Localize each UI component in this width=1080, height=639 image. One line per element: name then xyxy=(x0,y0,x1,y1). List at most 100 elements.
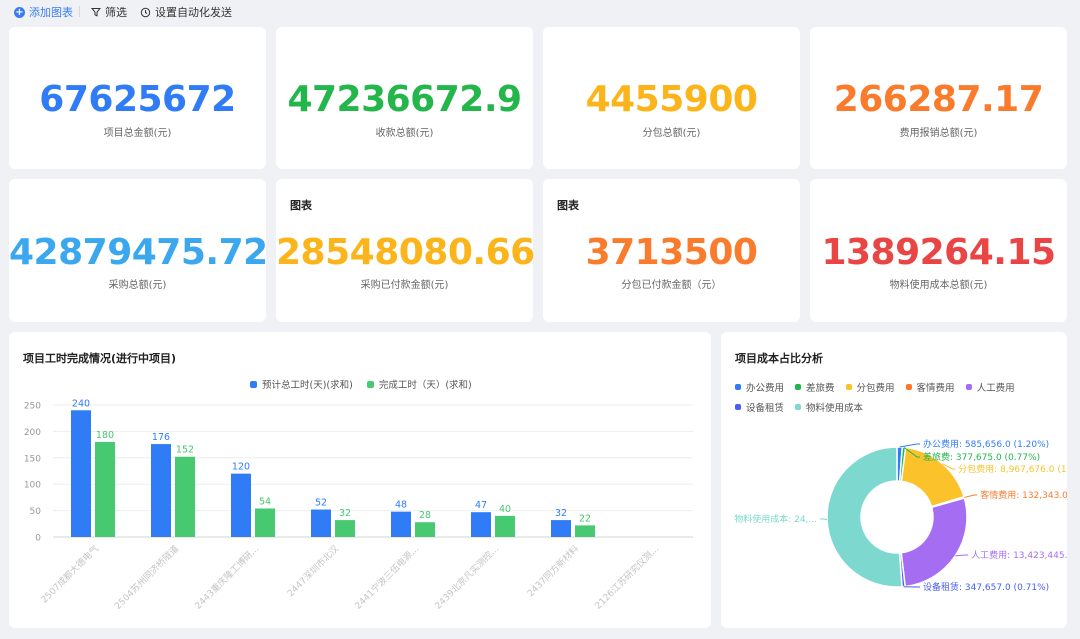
x-tick-label: 2443重庆隆工博研... xyxy=(192,543,261,612)
legend-label: 客情费用 xyxy=(916,383,955,394)
panel-title: 项目工时完成情况(进行中项目) xyxy=(23,352,177,365)
bar-value-label: 176 xyxy=(152,432,170,443)
pie-legend-item[interactable]: 差旅费 xyxy=(795,380,835,394)
metric-label: 项目总金额(元) xyxy=(103,128,172,139)
pie-label-line xyxy=(941,463,956,470)
legend-label: 分包费用 xyxy=(856,383,895,394)
card-title: 图表 xyxy=(290,199,312,212)
metric-label: 采购总额(元) xyxy=(108,280,167,291)
metric-label: 采购已付款金额(元) xyxy=(360,280,449,291)
auto-send-button[interactable]: 设置自动化发送 xyxy=(140,4,232,20)
bar[interactable] xyxy=(175,456,195,537)
metric-value: 67625672 xyxy=(39,79,236,120)
x-tick-label: 2437同方新材料 xyxy=(525,543,582,600)
bar-value-label: 40 xyxy=(499,504,511,515)
bar[interactable] xyxy=(575,525,595,537)
pie-slice[interactable] xyxy=(900,497,968,588)
bar-legend: 预计总工时(天)(求和) 完成工时（天）(求和) xyxy=(250,377,472,391)
bar-value-label: 48 xyxy=(395,500,407,511)
x-tick-label: 2504苏州同济桥隧道 xyxy=(112,543,181,612)
bar[interactable] xyxy=(311,509,331,537)
metric-card-purchase-paid: 图表 28548080.66 采购已付款金额(元) xyxy=(276,179,535,322)
metric-value: 28548080.66 xyxy=(276,232,535,273)
metric-card-receipts-total: 47236672.9 收款总额(元) xyxy=(276,27,533,169)
legend-label: 设备租赁 xyxy=(746,403,785,414)
add-chart-label: 添加图表 xyxy=(29,6,73,19)
metric-label: 费用报销总额(元) xyxy=(899,128,978,139)
cost-share-donut-chart: 办公费用: 585,656.0 (1.20%)差旅费: 377,675.0 (0… xyxy=(734,438,1067,593)
pie-label-line xyxy=(955,554,969,557)
pie-legend: 办公费用 差旅费 分包费用 客情费用 人工费用设备租赁 物料使用成本 xyxy=(735,377,1065,417)
bar-value-label: 120 xyxy=(232,462,250,473)
metric-value: 4455900 xyxy=(585,79,758,120)
bar-value-label: 152 xyxy=(176,445,194,456)
bar[interactable] xyxy=(255,508,275,537)
cost-share-chart-panel: 项目成本占比分析 办公费用 差旅费 分包费用 客情费用 人工费用设备租赁 物料使用成本 办… xyxy=(721,332,1067,628)
bar[interactable] xyxy=(551,520,571,537)
panel-title: 项目成本占比分析 xyxy=(735,352,823,365)
metric-card-subcontract-total: 4455900 分包总额(元) xyxy=(543,27,800,169)
pie-slice-label: 客情费用: 132,343.0 ... xyxy=(980,489,1067,501)
pie-legend-item[interactable]: 分包费用 xyxy=(845,380,895,394)
bar-value-label: 54 xyxy=(259,496,271,507)
bar[interactable] xyxy=(495,515,515,537)
pie-legend-row: 办公费用 差旅费 分包费用 客情费用 人工费用 xyxy=(735,377,1065,397)
bar[interactable] xyxy=(71,410,91,537)
y-tick-label: 100 xyxy=(24,481,41,491)
pie-legend-item[interactable]: 人工费用 xyxy=(965,380,1015,394)
pie-slice-label: 差旅费: 377,675.0 (0.77%) xyxy=(923,451,1040,463)
bar[interactable] xyxy=(231,473,251,537)
legend-swatch xyxy=(795,404,802,410)
y-tick-label: 50 xyxy=(30,507,42,517)
pie-slice[interactable] xyxy=(826,446,903,588)
legend-swatch xyxy=(735,384,741,390)
plus-circle-icon: + xyxy=(14,6,25,18)
legend-label-completed: 完成工时（天）(求和) xyxy=(378,380,472,391)
bar[interactable] xyxy=(471,512,491,537)
x-tick-label: 2507成都大德电气 xyxy=(38,543,101,606)
metric-label: 分包已付款金额（元） xyxy=(621,280,722,291)
add-chart-button[interactable]: + 添加图表 xyxy=(14,4,73,20)
metric-value: 266287.17 xyxy=(833,79,1044,120)
metric-card-material-cost: 1389264.15 物料使用成本总额(元) xyxy=(810,179,1067,322)
x-tick-label: 2447深圳市北汉 xyxy=(285,543,342,600)
pie-label-line xyxy=(899,443,920,448)
y-tick-label: 250 xyxy=(24,402,41,412)
bar-value-label: 180 xyxy=(96,430,114,441)
filter-label: 筛选 xyxy=(105,6,127,19)
x-tick-label: 2441宁波三伍电源... xyxy=(352,543,421,612)
bar-value-label: 32 xyxy=(339,508,351,519)
bar[interactable] xyxy=(151,444,171,537)
pie-legend-item[interactable]: 物料使用成本 xyxy=(795,400,863,414)
pie-legend-item[interactable]: 设备租赁 xyxy=(735,400,784,414)
metric-card-project-total: 67625672 项目总金额(元) xyxy=(9,27,266,169)
pie-label-line xyxy=(903,446,920,458)
bar-value-label: 240 xyxy=(72,398,90,409)
y-tick-label: 200 xyxy=(24,428,41,438)
legend-label: 办公费用 xyxy=(746,383,785,394)
filter-button[interactable]: 筛选 xyxy=(91,4,127,20)
pie-label-line xyxy=(820,518,828,521)
pie-legend-item[interactable]: 客情费用 xyxy=(905,380,955,394)
bar[interactable] xyxy=(335,520,355,537)
filter-icon xyxy=(91,8,101,17)
legend-label-planned: 预计总工时(天)(求和) xyxy=(262,380,353,391)
bar[interactable] xyxy=(95,441,115,537)
metric-label: 收款总额(元) xyxy=(375,128,434,139)
legend-swatch xyxy=(905,384,912,390)
legend-swatch xyxy=(795,384,802,390)
metric-value: 47236672.9 xyxy=(287,79,522,120)
pie-legend-row: 设备租赁 物料使用成本 xyxy=(735,397,1065,417)
legend-label: 差旅费 xyxy=(806,383,835,394)
pie-legend-item[interactable]: 办公费用 xyxy=(735,380,784,394)
bar[interactable] xyxy=(415,522,435,537)
pie-slice-label: 人工费用: 13,423,445... xyxy=(971,549,1067,561)
auto-send-label: 设置自动化发送 xyxy=(155,6,232,19)
legend-label: 人工费用 xyxy=(976,383,1015,394)
bar[interactable] xyxy=(391,511,411,537)
bar-value-label: 52 xyxy=(315,498,327,509)
pie-slice-label: 分包费用: 8,967,676.0 (1... xyxy=(958,463,1067,475)
legend-swatch-completed xyxy=(366,380,374,388)
legend-label: 物料使用成本 xyxy=(806,403,864,414)
legend-swatch xyxy=(965,384,972,390)
